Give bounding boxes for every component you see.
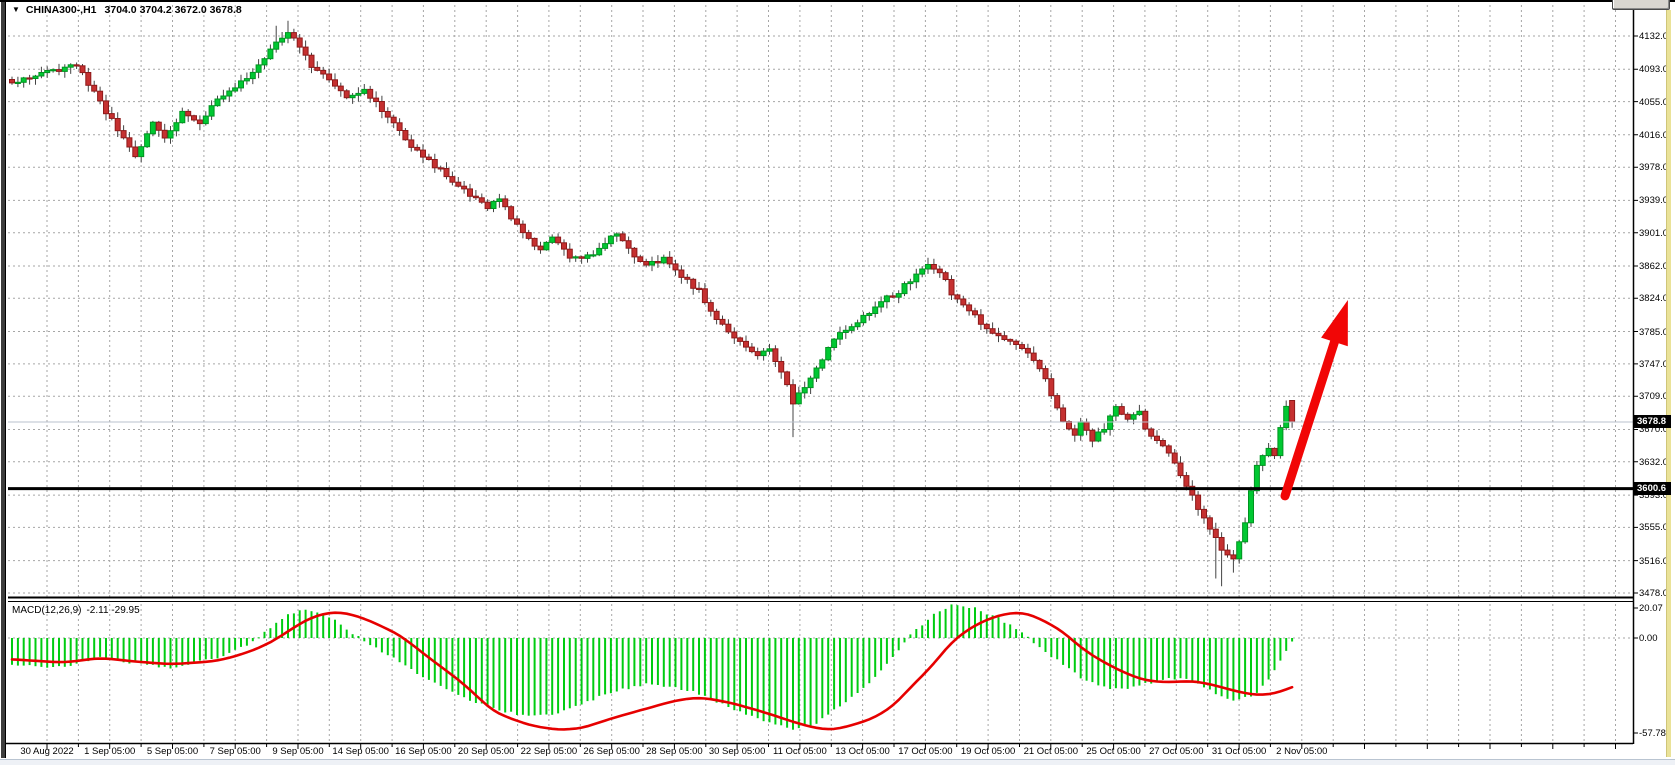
time-axis-ticks [46,744,1616,749]
symbol-dropdown-icon[interactable]: ▼ [12,5,20,14]
current-price-badge: 3678.8 [1634,415,1671,428]
hline-price-badge: 3600.6 [1634,482,1671,495]
bottom-scroll-area[interactable] [0,759,1675,765]
symbol-quote-label: ▼ CHINA300-,H1 3704.0 3704.2 3672.0 3678.8 [12,4,242,16]
quote-ohlc-values: 3704.0 3704.2 3672.0 3678.8 [104,4,242,16]
candles [9,32,1296,560]
price-axis-ticks [1633,35,1638,734]
vertical-gridlines [46,5,1616,742]
toolbar-button-partial[interactable] [1612,0,1670,10]
macd-indicator-label: MACD(12,26,9) [12,605,82,616]
horizontal-gridlines [8,35,1633,639]
macd-indicator-values: -2.11 -29.95 [86,605,140,616]
macd-histogram [11,604,1294,730]
macd-signal-line [10,611,1294,731]
trend-arrow[interactable] [1280,300,1348,501]
window-top-border [0,0,1675,2]
macd-label-row: MACD(12,26,9) -2.11 -29.95 [12,605,140,616]
window-left-edge [1,2,6,758]
right-edge-strip [1666,10,1671,757]
symbol-period-label: CHINA300-,H1 [25,4,97,16]
